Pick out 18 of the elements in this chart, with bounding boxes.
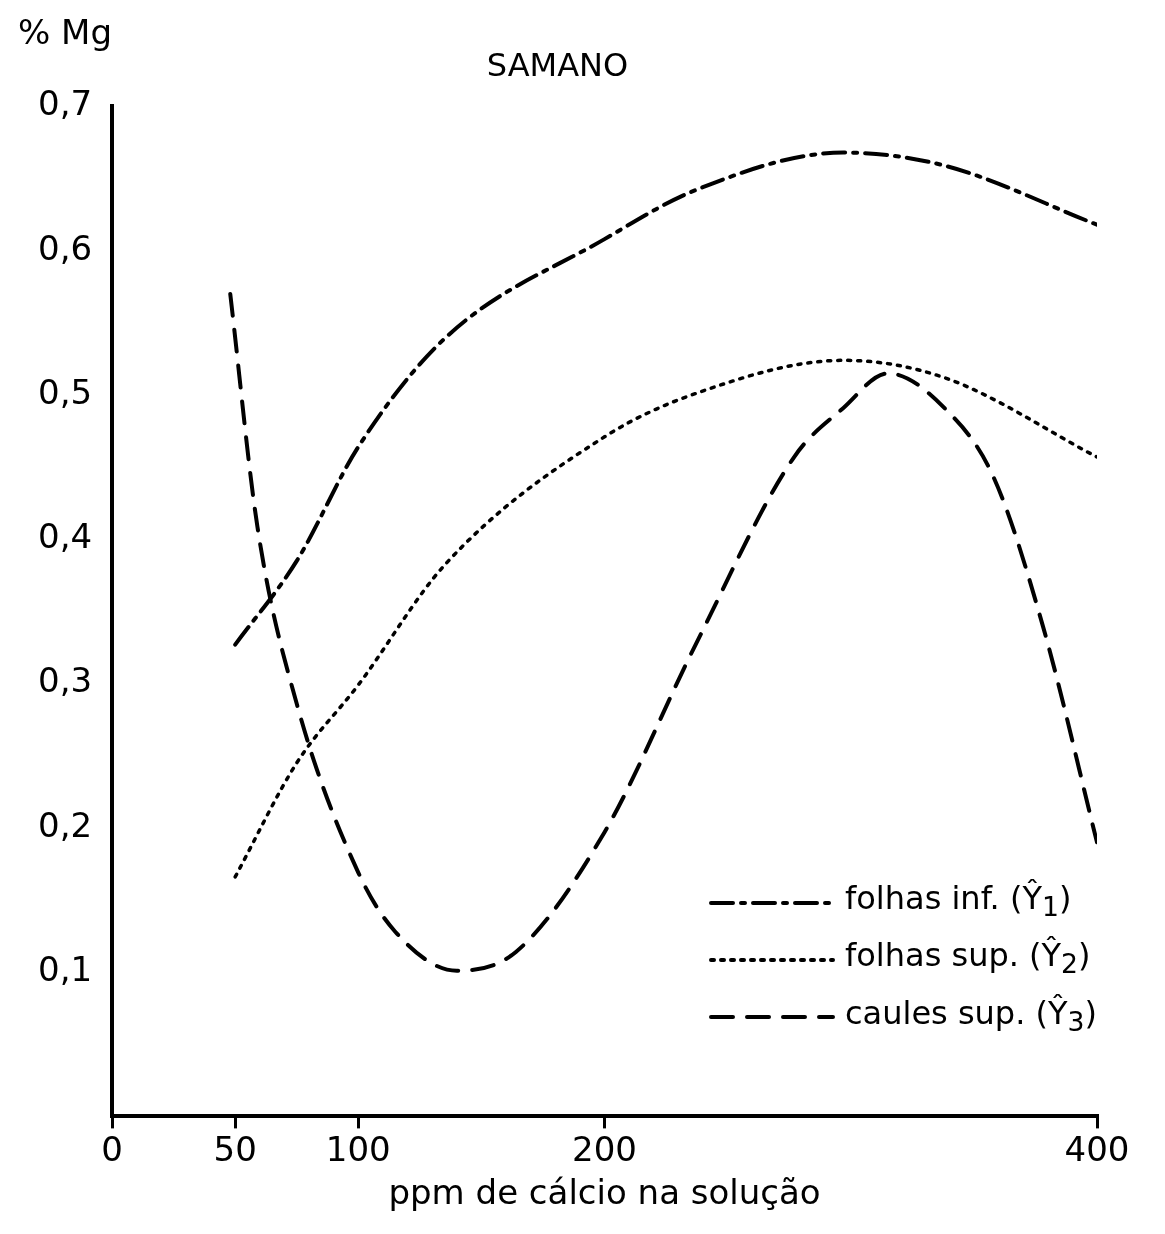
legend-label: folhas inf. (Ŷ$_{1}$) <box>845 877 1072 925</box>
y-tick-label: 0,3 <box>37 660 93 701</box>
x-tick-label: 50 <box>213 1128 257 1169</box>
legend-label: folhas sup. (Ŷ$_{2}$) <box>845 935 1091 982</box>
y-tick-label: 0,7 <box>37 83 93 124</box>
x-tick-label: 400 <box>1064 1128 1130 1169</box>
y-axis-title: % Mg <box>18 11 113 52</box>
y-tick-label: 0,6 <box>37 227 93 268</box>
y-tick-label: 0,4 <box>37 516 93 557</box>
x-tick-label: 100 <box>325 1128 391 1169</box>
x-tick-label: 200 <box>572 1128 637 1169</box>
y-tick-label: 0,1 <box>37 948 93 989</box>
chart-title: SAMANO <box>486 45 629 84</box>
x-axis-title: ppm de cálcio na solução <box>388 1172 821 1213</box>
y-tick-label: 0,5 <box>37 371 93 412</box>
y-tick-label: 0,2 <box>37 804 93 845</box>
x-tick-label: 0 <box>101 1128 123 1169</box>
legend-label: caules sup. (Ŷ$_{3}$) <box>845 992 1097 1039</box>
